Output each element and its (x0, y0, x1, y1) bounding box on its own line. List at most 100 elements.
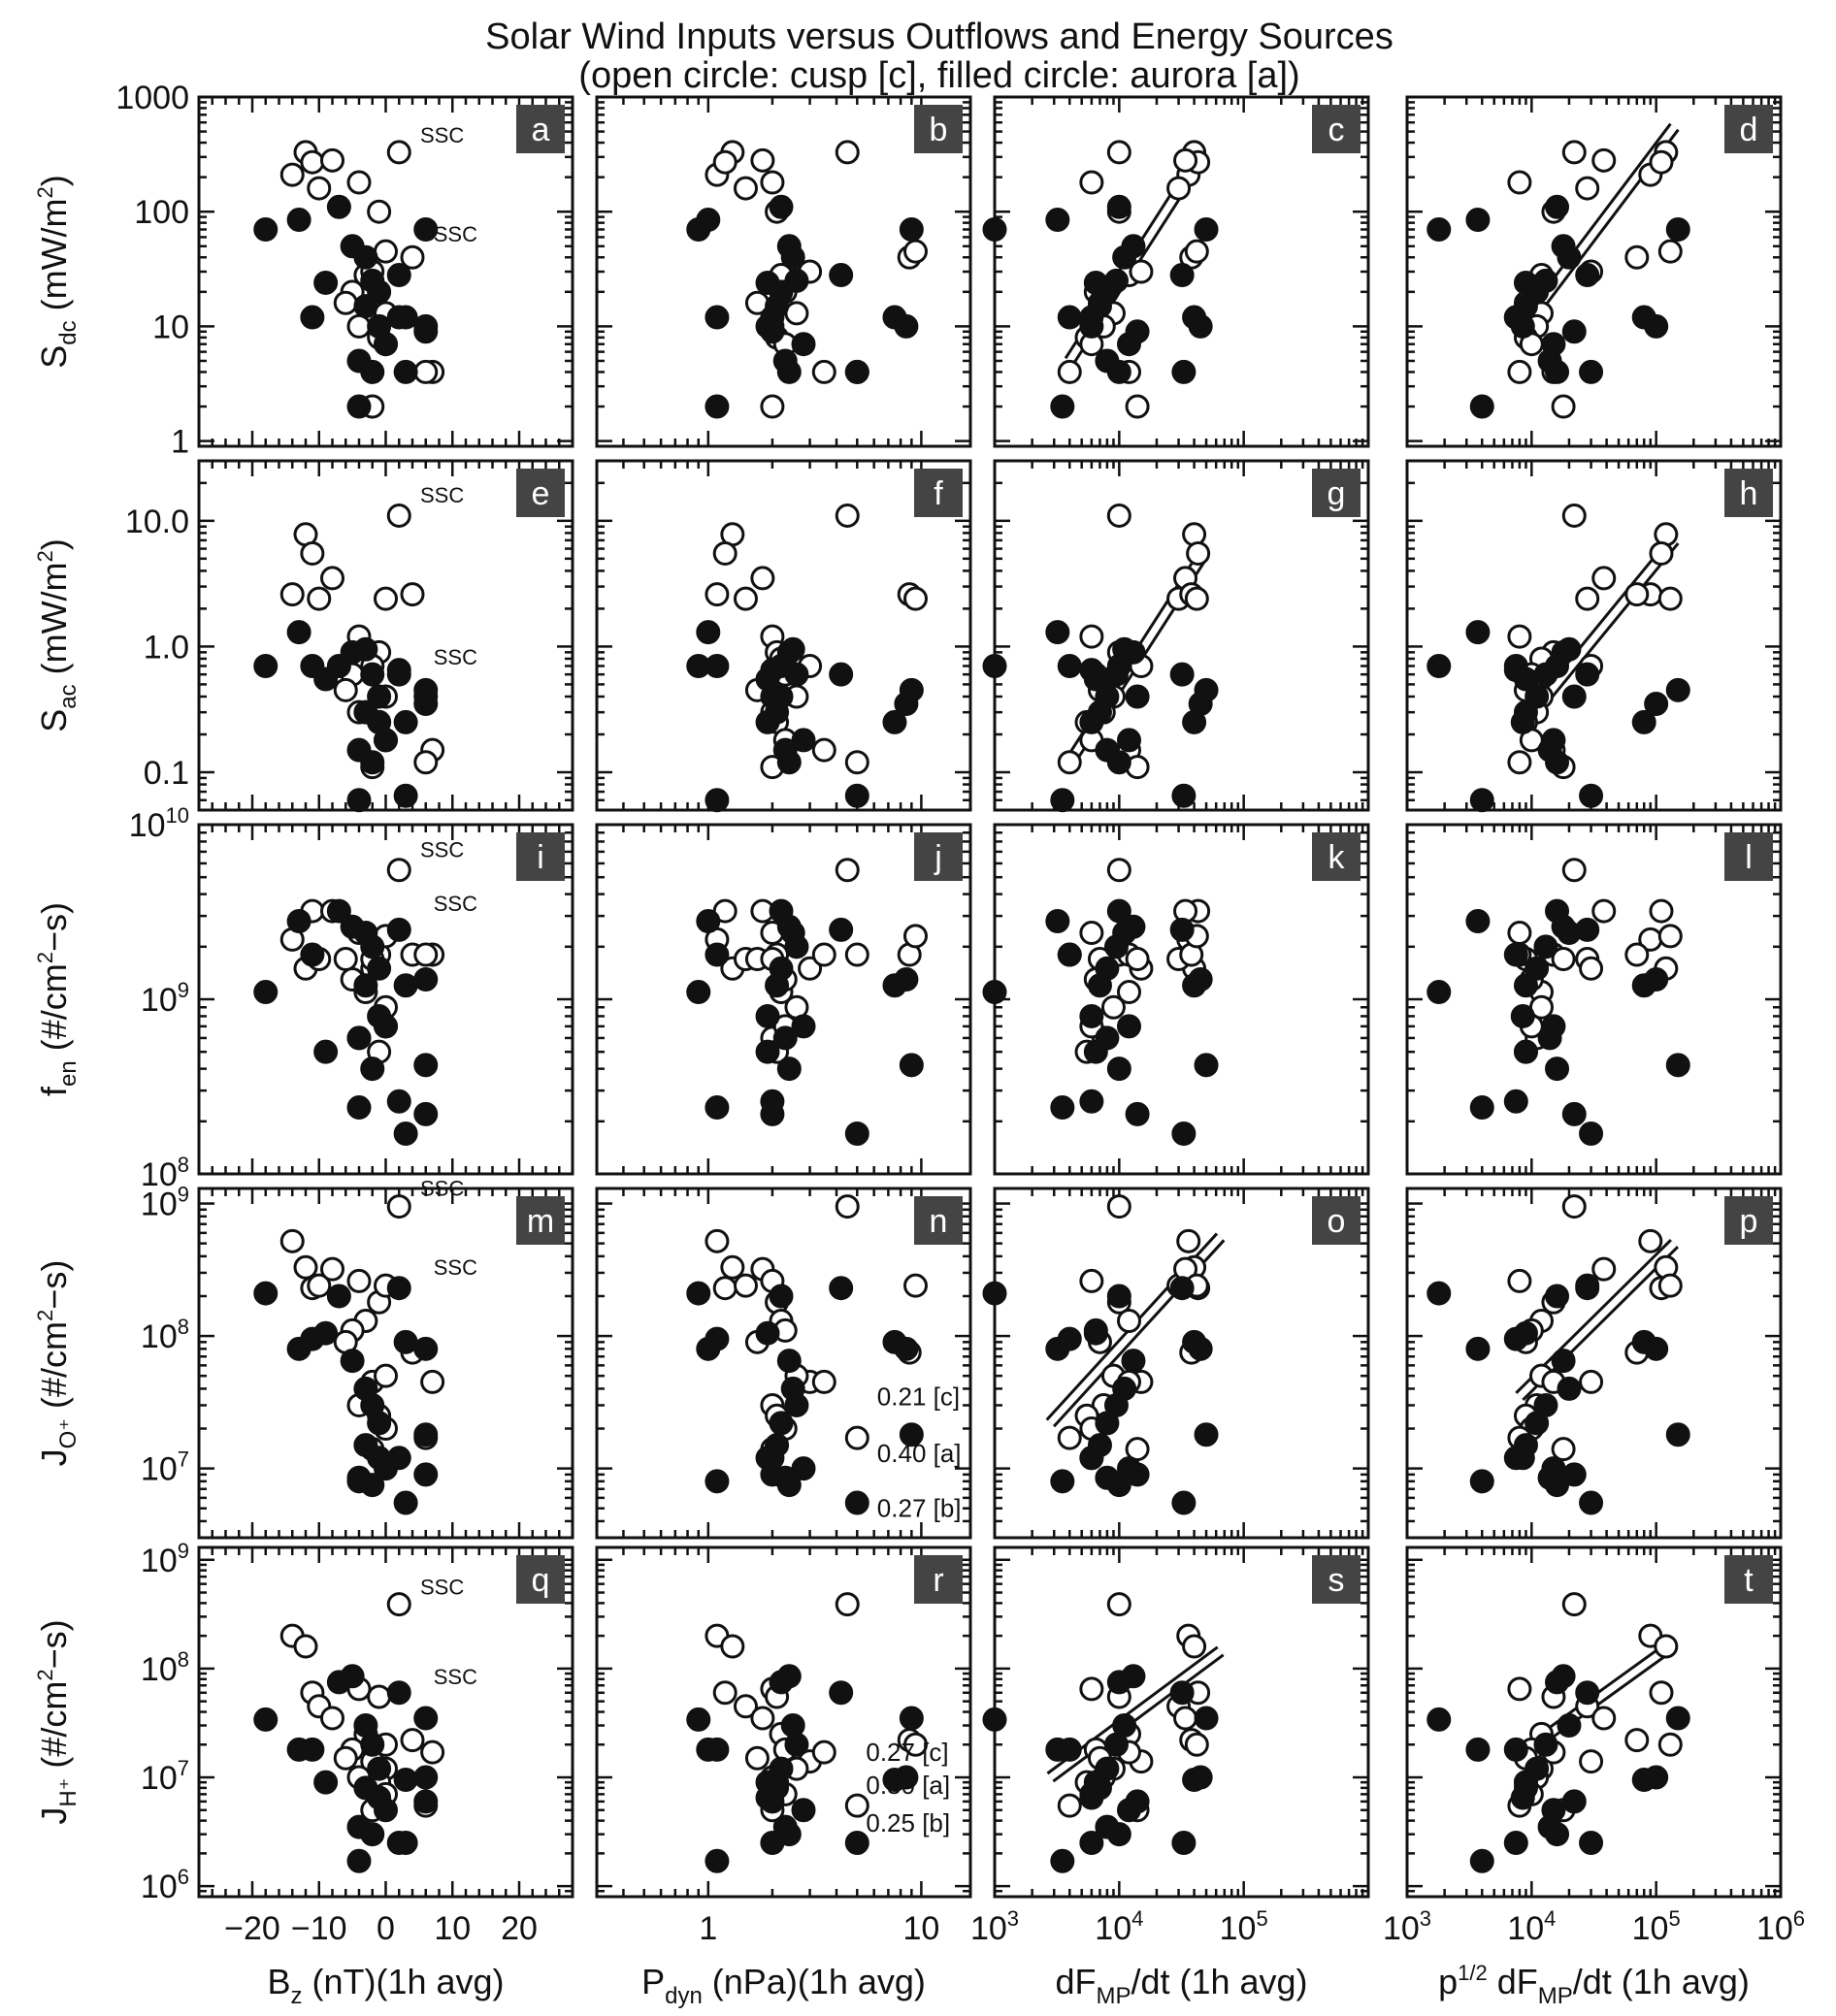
data-point-filled (1469, 1095, 1494, 1121)
data-point-filled (353, 973, 378, 998)
data-point-open (1166, 176, 1192, 201)
data-point-open (1106, 1592, 1131, 1617)
data-point-filled (1665, 1422, 1690, 1447)
data-point-filled (1525, 1411, 1550, 1436)
data-point-filled (705, 305, 730, 330)
data-point-filled (1171, 1490, 1197, 1515)
data-point-open (400, 1728, 425, 1753)
panel-letter: f (934, 475, 943, 512)
data-point-open (733, 1273, 758, 1298)
data-point-filled (982, 980, 1007, 1005)
data-point-open (1575, 586, 1600, 611)
y-tick-label: 1010 (129, 803, 189, 844)
data-point-filled (760, 1446, 785, 1471)
data-point-open (750, 1706, 775, 1731)
x-tick-label: 106 (1756, 1906, 1805, 1947)
data-point-filled (1057, 1326, 1082, 1351)
data-point-filled (1537, 1025, 1562, 1051)
data-point-open (420, 1369, 445, 1394)
data-point-open (733, 1694, 758, 1719)
data-point-open (1079, 170, 1104, 195)
data-point-open (320, 1706, 344, 1731)
data-point-open (1657, 1273, 1683, 1298)
data-point-open (811, 1740, 836, 1765)
data-point-filled (1465, 1336, 1491, 1361)
data-point-filled (340, 1664, 365, 1689)
data-point-filled (1503, 1446, 1528, 1471)
x-tick-label: 105 (1220, 1906, 1268, 1947)
data-point-filled (1575, 662, 1600, 687)
data-point-open (844, 1793, 869, 1818)
data-point-filled (386, 305, 411, 330)
panel-letter-badge (1312, 1555, 1361, 1604)
x-tick-label: 10 (902, 1910, 939, 1947)
data-point-open (346, 1268, 372, 1293)
x-tick-label: 20 (501, 1910, 538, 1947)
data-point-filled (705, 788, 730, 813)
data-point-filled (367, 1756, 392, 1781)
data-point-filled (346, 394, 372, 419)
panel-letter: q (532, 1562, 550, 1599)
data-point-open (1561, 1194, 1587, 1219)
data-point-filled (1665, 1706, 1690, 1731)
data-point-open (1579, 1749, 1604, 1774)
data-point-filled (286, 208, 311, 233)
data-point-filled (413, 1053, 439, 1078)
data-point-open (1561, 503, 1587, 528)
panel-letter-badge (1312, 832, 1361, 881)
data-point-open (293, 1634, 318, 1659)
data-point-filled (326, 194, 351, 219)
panel-letter-badge (1312, 1196, 1361, 1245)
data-point-filled (1125, 319, 1150, 344)
data-point-filled (393, 1490, 418, 1515)
data-point-filled (393, 359, 418, 384)
data-point-filled (386, 917, 411, 942)
panel-frame (993, 459, 1370, 812)
data-point-filled (1171, 359, 1197, 384)
panel-c: c (982, 95, 1370, 448)
data-point-open (1507, 1676, 1532, 1702)
panel-letter-badge (1724, 469, 1773, 517)
panel-letter: j (934, 839, 942, 876)
panel-letter: g (1328, 475, 1346, 512)
data-point-filled (1169, 1680, 1195, 1706)
data-point-filled (1116, 728, 1141, 753)
data-point-filled (1194, 217, 1219, 243)
panel-frame (1405, 459, 1783, 812)
data-point-filled (1171, 1122, 1197, 1147)
data-point-open (1649, 149, 1674, 175)
data-point-filled (1188, 1336, 1213, 1361)
data-point-filled (286, 909, 311, 934)
data-point-filled (1426, 653, 1452, 678)
data-point-open (1184, 239, 1209, 264)
panel-frame (595, 1545, 972, 1899)
data-point-filled (360, 359, 385, 384)
data-point-open (1657, 924, 1683, 949)
x-tick-label: 103 (970, 1906, 1019, 1947)
data-point-open (1507, 359, 1532, 384)
data-point-filled (1169, 263, 1195, 288)
correlation-label: 0.25 [b] (866, 1808, 950, 1837)
data-point-filled (253, 980, 279, 1005)
data-point-filled (386, 1831, 411, 1856)
data-point-filled (760, 1089, 785, 1114)
data-point-filled (1579, 783, 1604, 808)
data-point-filled (1510, 1003, 1535, 1028)
y-axis-label: JH⁺ (#/cm2−s) (33, 1619, 82, 1824)
data-point-filled (784, 934, 809, 959)
panel-frame (595, 1187, 972, 1540)
data-point-filled (253, 653, 279, 678)
data-point-filled (1575, 263, 1600, 288)
data-point-filled (326, 898, 351, 924)
data-point-filled (829, 917, 854, 942)
data-point-open (835, 1194, 860, 1219)
data-point-filled (1121, 1664, 1146, 1689)
data-point-open (300, 540, 325, 566)
data-point-filled (755, 1003, 780, 1028)
data-point-filled (1050, 1095, 1075, 1121)
data-point-filled (340, 1349, 365, 1374)
data-point-open (413, 942, 439, 967)
data-point-open (386, 140, 411, 165)
data-point-open (1551, 394, 1576, 419)
data-point-filled (1579, 1122, 1604, 1147)
